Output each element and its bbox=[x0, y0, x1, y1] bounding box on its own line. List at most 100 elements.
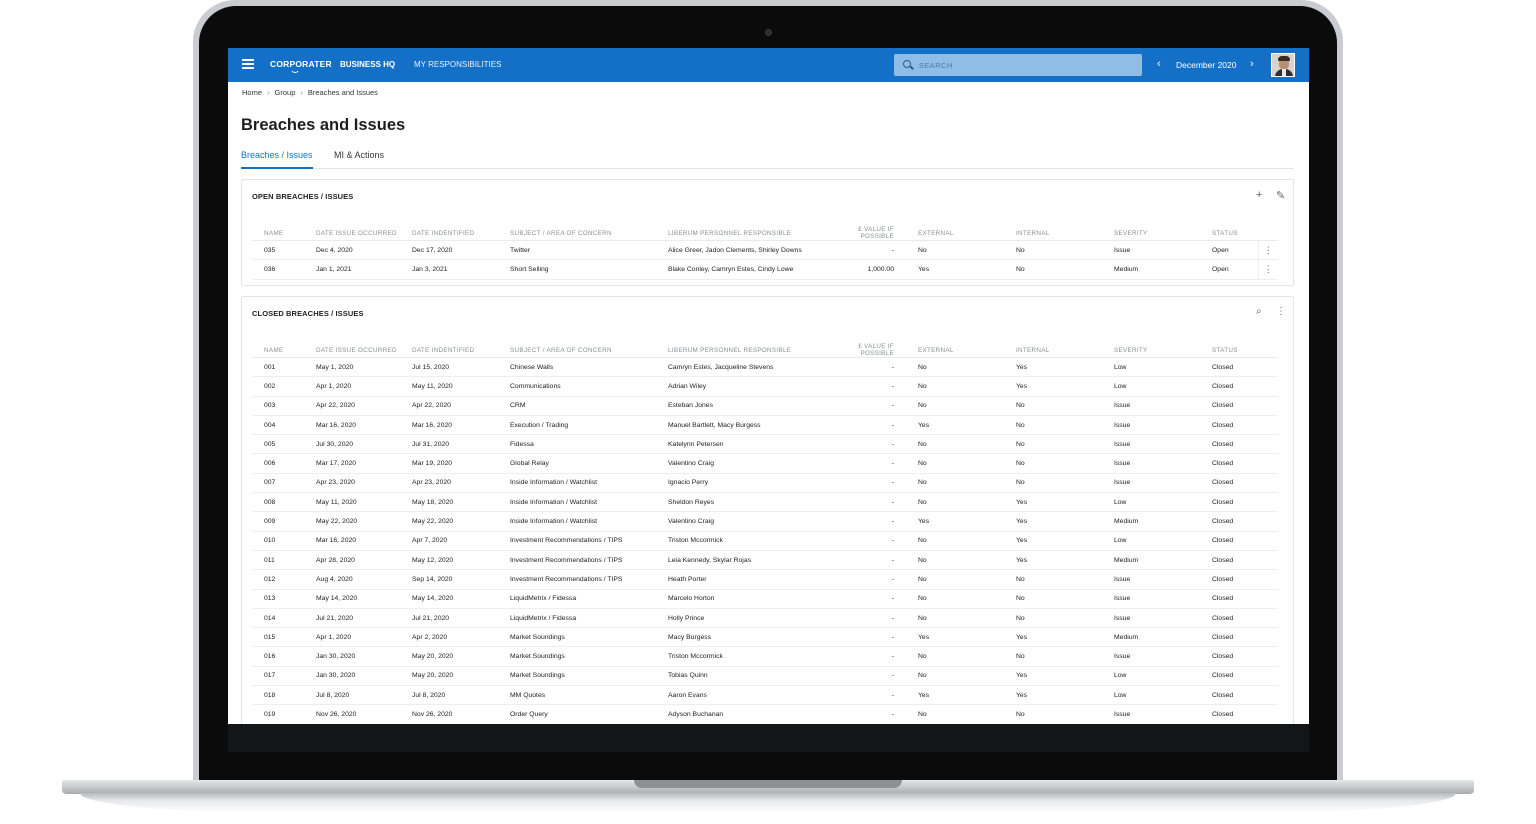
column-header[interactable]: LIBERUM PERSONNEL RESPONSIBLE bbox=[656, 343, 824, 358]
search-input[interactable]: SEARCH bbox=[894, 54, 1142, 76]
table-cell: - bbox=[824, 685, 906, 706]
table-cell: Mar 17, 2020 bbox=[304, 453, 400, 474]
plus-icon[interactable]: + bbox=[1256, 189, 1263, 201]
table-row[interactable]: 011 Apr 28, 2020 May 12, 2020 Investment Re… bbox=[252, 550, 1278, 571]
table-cell: Jul 31, 2020 bbox=[400, 434, 498, 455]
table-cell: - bbox=[824, 396, 906, 416]
table-row[interactable]: 036 Jan 1, 2021 Jan 3, 2021 Short Selling Bl… bbox=[252, 259, 1278, 280]
table-row[interactable]: 015 Apr 1, 2020 Apr 2, 2020 Market Sounding… bbox=[252, 627, 1278, 648]
table-cell: - bbox=[824, 531, 906, 551]
column-header[interactable]: DATE INDENTIFIED bbox=[400, 343, 498, 358]
table-cell: Holly Prince bbox=[656, 608, 824, 629]
column-header[interactable]: SEVERITY bbox=[1102, 226, 1200, 241]
table-cell: Katelynn Petersen bbox=[656, 434, 824, 455]
table-cell: - bbox=[824, 550, 906, 571]
table-row[interactable]: 019 Nov 26, 2020 Nov 26, 2020 Order Query Ad… bbox=[252, 704, 1278, 724]
table-row[interactable]: 017 Jan 30, 2020 May 20, 2020 Market Soundi… bbox=[252, 666, 1278, 687]
brand-logo[interactable]: CORPORATER bbox=[270, 59, 332, 69]
table-row[interactable]: 005 Jul 30, 2020 Jul 31, 2020 Fidessa Kately… bbox=[252, 434, 1278, 455]
table-cell: Jul 8, 2020 bbox=[400, 685, 498, 706]
column-header[interactable]: NAME bbox=[252, 226, 304, 241]
table-row[interactable]: 002 Apr 1, 2020 May 11, 2020 Communications… bbox=[252, 376, 1278, 397]
table-cell: No bbox=[1004, 608, 1102, 629]
column-header[interactable]: £ VALUE IF POSSIBLE bbox=[824, 226, 906, 241]
table-cell: No bbox=[1004, 453, 1102, 474]
column-header[interactable]: NAME bbox=[252, 343, 304, 358]
table-cell: No bbox=[906, 473, 1004, 494]
more-vertical-icon[interactable]: ⋮ bbox=[1257, 240, 1278, 261]
column-header[interactable]: SUBJECT / AREA OF CONCERN bbox=[498, 226, 656, 241]
table-cell: Closed bbox=[1200, 550, 1258, 571]
table-cell: Closed bbox=[1200, 473, 1258, 494]
avatar[interactable] bbox=[1271, 53, 1295, 77]
tab-mi-actions[interactable]: MI & Actions bbox=[334, 150, 385, 160]
tab-breaches-issues[interactable]: Breaches / Issues bbox=[241, 150, 313, 169]
table-cell: Aug 4, 2020 bbox=[304, 569, 400, 590]
table-cell: Short Selling bbox=[498, 259, 656, 280]
table-row[interactable]: 014 Jul 21, 2020 Jul 21, 2020 LiquidMetrix … bbox=[252, 608, 1278, 629]
column-header[interactable]: LIBERUM PERSONNEL RESPONSIBLE bbox=[656, 226, 824, 241]
table-cell: Issue bbox=[1102, 240, 1200, 261]
table-row[interactable]: 013 May 14, 2020 May 14, 2020 LiquidMetrix … bbox=[252, 589, 1278, 609]
nav-my-responsibilities[interactable]: MY RESPONSIBILITIES bbox=[414, 60, 502, 69]
table-cell: 009 bbox=[252, 511, 304, 532]
table-row[interactable]: 035 Dec 4, 2020 Dec 17, 2020 Twitter Alice G… bbox=[252, 240, 1278, 261]
chevron-right-icon[interactable]: › bbox=[1250, 58, 1254, 70]
table-row[interactable]: 003 Apr 22, 2020 Apr 22, 2020 CRM Esteban Jo… bbox=[252, 396, 1278, 416]
table-row[interactable]: 007 Apr 23, 2020 Apr 23, 2020 Inside Inform… bbox=[252, 473, 1278, 494]
table-cell: Issue bbox=[1102, 415, 1200, 436]
search-icon[interactable]: ⌕ bbox=[1256, 306, 1262, 317]
table-row[interactable]: 004 Mar 16, 2020 Mar 16, 2020 Execution / T… bbox=[252, 415, 1278, 436]
breadcrumb-group[interactable]: Group bbox=[274, 88, 296, 97]
menu-icon[interactable] bbox=[242, 59, 254, 69]
table-cell: No bbox=[906, 453, 1004, 474]
breadcrumb-home[interactable]: Home bbox=[242, 88, 263, 97]
column-header-actions bbox=[1258, 226, 1278, 241]
table-cell: Closed bbox=[1200, 531, 1258, 551]
table-row[interactable]: 012 Aug 4, 2020 Sep 14, 2020 Investment Rec… bbox=[252, 569, 1278, 590]
table-cell: Issue bbox=[1102, 704, 1200, 724]
table-row[interactable]: 010 Mar 16, 2020 Apr 7, 2020 Investment Rec… bbox=[252, 531, 1278, 551]
column-header[interactable]: STATUS bbox=[1200, 226, 1258, 241]
table-row[interactable]: 018 Jul 8, 2020 Jul 8, 2020 MM Quotes Aaron … bbox=[252, 685, 1278, 706]
column-header[interactable]: £ VALUE IF POSSIBLE bbox=[824, 343, 906, 358]
more-vertical-icon[interactable]: ⋮ bbox=[1257, 259, 1278, 280]
column-header[interactable]: SEVERITY bbox=[1102, 343, 1200, 358]
column-header[interactable]: DATE ISSUE OCCURRED bbox=[304, 226, 400, 241]
pencil-icon[interactable]: ✎ bbox=[1276, 190, 1286, 202]
table-cell: Manuel Bartlett, Macy Burgess bbox=[656, 415, 824, 436]
more-vertical-icon[interactable]: ⋮ bbox=[1276, 306, 1286, 317]
column-header[interactable]: EXTERNAL bbox=[906, 226, 1004, 241]
period-label[interactable]: December 2020 bbox=[1176, 60, 1237, 70]
app-screen: CORPORATER BUSINESS HQ MY RESPONSIBILITI… bbox=[228, 48, 1309, 724]
table-cell: Chinese Walls bbox=[498, 357, 656, 378]
column-header[interactable]: EXTERNAL bbox=[906, 343, 1004, 358]
table-cell: Apr 7, 2020 bbox=[400, 531, 498, 551]
column-header[interactable]: SUBJECT / AREA OF CONCERN bbox=[498, 343, 656, 358]
table-row[interactable]: 016 Jan 30, 2020 May 20, 2020 Market Soundi… bbox=[252, 646, 1278, 667]
column-header[interactable]: INTERNAL bbox=[1004, 343, 1102, 358]
column-header[interactable]: DATE ISSUE OCCURRED bbox=[304, 343, 400, 358]
column-header[interactable]: DATE INDENTIFIED bbox=[400, 226, 498, 241]
table-cell: Low bbox=[1102, 685, 1200, 706]
table-cell: 007 bbox=[252, 473, 304, 494]
table-cell: Apr 2, 2020 bbox=[400, 627, 498, 648]
table-cell: Esteban Jones bbox=[656, 396, 824, 416]
table-cell: Sheldon Reyes bbox=[656, 492, 824, 513]
table-cell: Medium bbox=[1102, 511, 1200, 532]
chevron-left-icon[interactable]: ‹ bbox=[1157, 58, 1161, 70]
table-cell: May 11, 2020 bbox=[304, 492, 400, 513]
table-cell: CRM bbox=[498, 396, 656, 416]
table-cell-spacer bbox=[1258, 376, 1278, 397]
nav-business-hq[interactable]: BUSINESS HQ bbox=[340, 60, 396, 69]
table-cell: - bbox=[824, 646, 906, 667]
table-row[interactable]: 009 May 22, 2020 May 22, 2020 Inside Inform… bbox=[252, 511, 1278, 532]
table-cell: Jul 8, 2020 bbox=[304, 685, 400, 706]
table-row[interactable]: 006 Mar 17, 2020 Mar 19, 2020 Global Relay V… bbox=[252, 453, 1278, 474]
table-row[interactable]: 008 May 11, 2020 May 18, 2020 Inside Inform… bbox=[252, 492, 1278, 513]
table-cell: Closed bbox=[1200, 666, 1258, 687]
table-cell: Apr 23, 2020 bbox=[304, 473, 400, 494]
table-row[interactable]: 001 May 1, 2020 Jul 15, 2020 Chinese Walls C… bbox=[252, 357, 1278, 378]
column-header[interactable]: INTERNAL bbox=[1004, 226, 1102, 241]
column-header[interactable]: STATUS bbox=[1200, 343, 1258, 358]
